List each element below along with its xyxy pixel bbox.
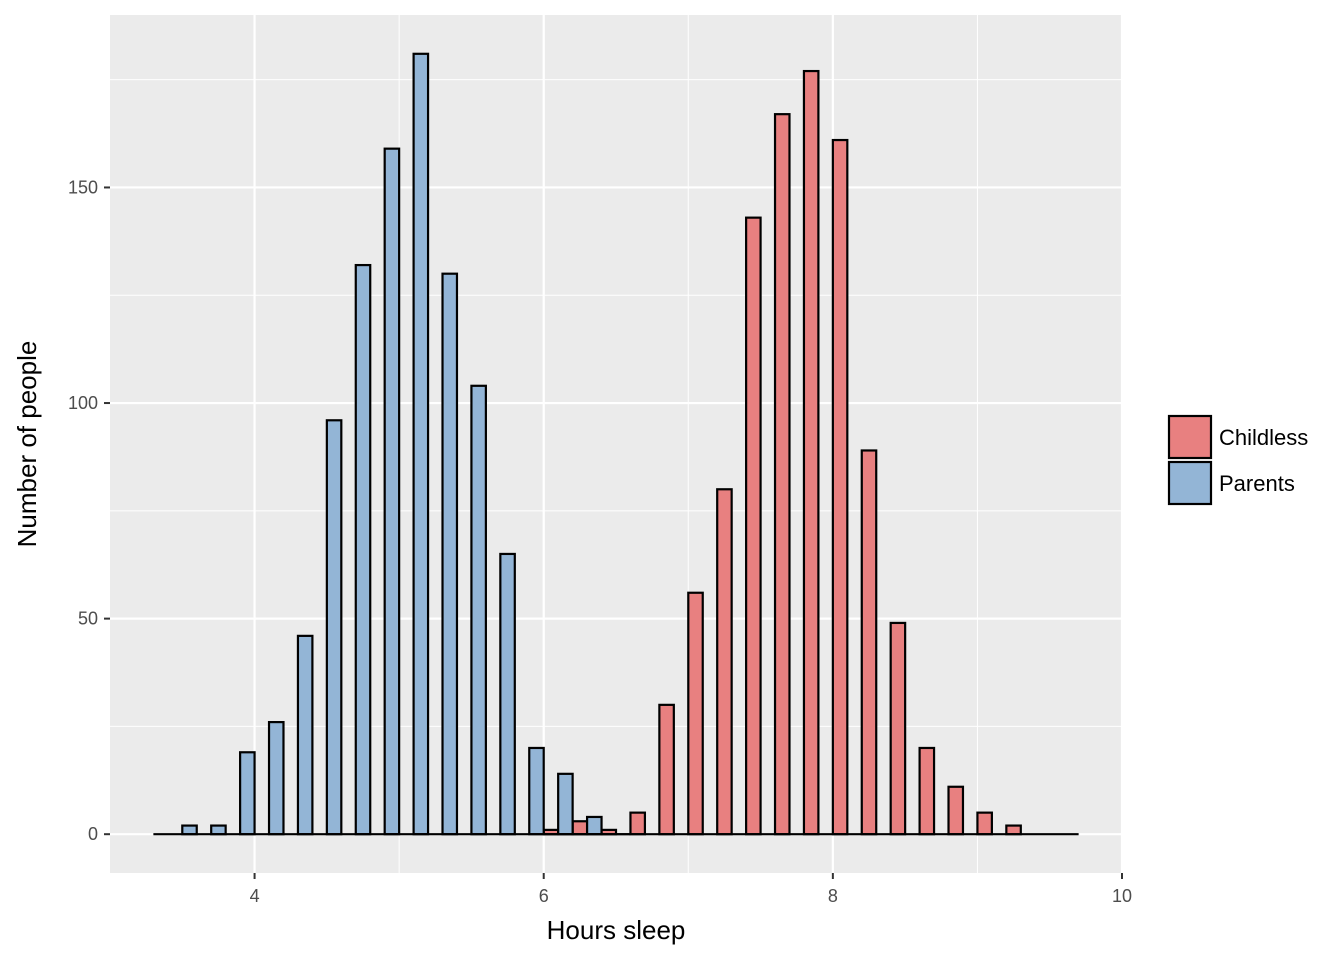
bar-parents — [528, 746, 545, 836]
bar-parents — [267, 720, 285, 836]
bars — [181, 52, 1022, 836]
bar-childless — [745, 216, 762, 836]
legend-label-parents: Parents — [1219, 471, 1295, 496]
x-axis-title: Hours sleep — [547, 915, 686, 945]
bar-parents — [354, 263, 372, 836]
bar-childless — [1005, 824, 1022, 836]
y-tick-label: 150 — [68, 177, 98, 197]
bar-parents — [441, 272, 459, 836]
bar-parents — [181, 824, 198, 836]
bar-parents — [557, 772, 574, 836]
x-tick-label: 6 — [539, 886, 549, 906]
y-axis-ticks: 0 50 100 150 — [68, 177, 110, 844]
bar-childless — [889, 621, 907, 836]
x-tick-label: 8 — [828, 886, 838, 906]
bar-parents — [585, 815, 603, 836]
bar-childless — [571, 820, 589, 836]
bar-childless — [947, 785, 965, 836]
bar-childless — [860, 449, 878, 836]
bar-childless — [716, 488, 733, 836]
y-axis-title: Number of people — [12, 341, 42, 548]
legend: Childless Parents — [1167, 414, 1308, 506]
bar-childless — [831, 138, 849, 836]
legend-key-parents — [1167, 460, 1213, 506]
bar-childless — [918, 746, 936, 836]
x-axis-ticks: 4 6 8 10 — [250, 873, 1132, 906]
y-tick-label: 50 — [78, 609, 98, 629]
legend-key-childless — [1167, 414, 1213, 460]
bar-childless — [629, 811, 647, 836]
bar-childless — [658, 703, 675, 836]
x-tick-label: 10 — [1112, 886, 1132, 906]
bar-parents — [499, 552, 516, 836]
bar-parents — [210, 824, 227, 836]
bar-parents — [239, 751, 256, 836]
x-tick-label: 4 — [250, 886, 260, 906]
y-tick-label: 0 — [88, 824, 98, 844]
bar-childless — [687, 591, 704, 836]
bar-childless — [773, 113, 791, 836]
bar-parents — [412, 52, 430, 836]
y-tick-label: 100 — [68, 393, 98, 413]
bar-childless — [802, 69, 820, 836]
bar-parents — [383, 147, 401, 836]
panel-background — [110, 15, 1122, 873]
bar-parents — [325, 419, 343, 836]
legend-label-childless: Childless — [1219, 425, 1308, 450]
bar-parents — [296, 634, 314, 836]
bar-parents — [470, 384, 487, 836]
bar-childless — [976, 811, 993, 836]
